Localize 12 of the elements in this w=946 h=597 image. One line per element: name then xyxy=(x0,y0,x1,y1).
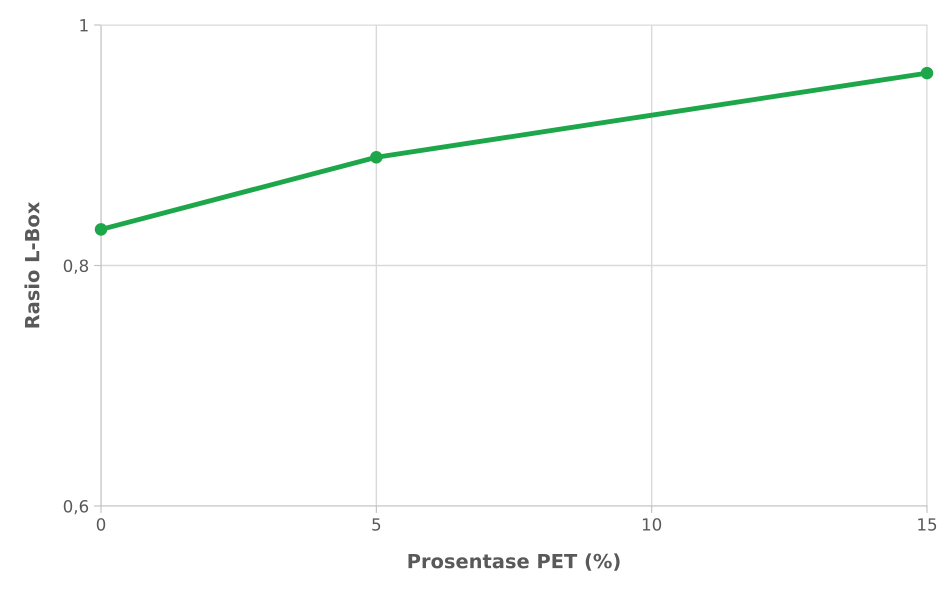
x-tick-label: 0 xyxy=(96,518,106,531)
x-tick-label: 10 xyxy=(642,518,662,531)
x-tick-label: 5 xyxy=(372,518,380,531)
y-axis-title: Rasio L-Box xyxy=(24,202,40,328)
point xyxy=(94,223,108,236)
y-tick-label: 1 xyxy=(80,19,88,32)
point xyxy=(920,66,934,80)
x-axis-title: Prosentase PET (%) xyxy=(408,553,620,571)
y-tick-label: 0,6 xyxy=(64,500,88,514)
x-tick-label: 15 xyxy=(918,518,936,531)
y-tick-label: 0,8 xyxy=(64,259,88,274)
point xyxy=(370,151,383,164)
